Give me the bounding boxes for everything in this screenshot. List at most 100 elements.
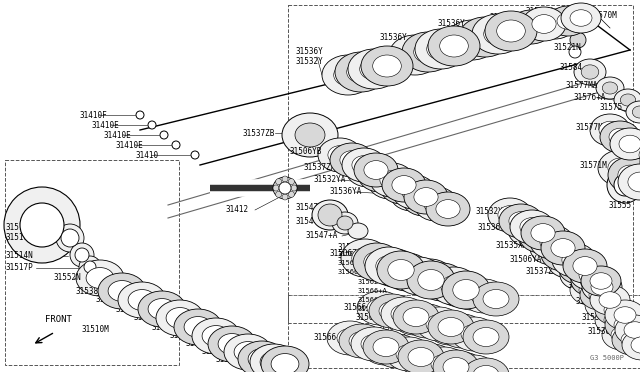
Ellipse shape [497, 20, 525, 42]
Ellipse shape [602, 320, 640, 350]
Text: 31562: 31562 [378, 316, 399, 322]
Text: 31562: 31562 [430, 285, 453, 295]
Ellipse shape [619, 135, 640, 153]
Ellipse shape [138, 291, 186, 327]
Ellipse shape [76, 260, 124, 296]
Ellipse shape [392, 175, 436, 209]
Ellipse shape [610, 128, 640, 160]
Ellipse shape [340, 151, 364, 169]
Text: 31554: 31554 [338, 243, 361, 251]
Ellipse shape [463, 320, 509, 354]
Ellipse shape [519, 17, 543, 36]
Ellipse shape [379, 301, 405, 321]
Ellipse shape [361, 334, 387, 353]
Ellipse shape [624, 322, 640, 338]
Ellipse shape [440, 35, 468, 57]
Ellipse shape [618, 165, 640, 185]
Ellipse shape [540, 232, 564, 251]
Ellipse shape [446, 20, 498, 60]
Text: FRONT: FRONT [45, 315, 72, 324]
Ellipse shape [621, 332, 640, 348]
Text: 31532N: 31532N [152, 323, 180, 331]
Ellipse shape [598, 150, 640, 186]
Ellipse shape [609, 128, 631, 146]
Text: 31506YB: 31506YB [290, 148, 323, 157]
Ellipse shape [510, 210, 554, 244]
Ellipse shape [279, 182, 291, 194]
Ellipse shape [417, 267, 444, 288]
Ellipse shape [357, 291, 403, 325]
Ellipse shape [459, 17, 511, 57]
Circle shape [614, 174, 636, 196]
Ellipse shape [590, 273, 612, 289]
Text: 31566+A: 31566+A [398, 353, 428, 359]
Text: 31532N: 31532N [186, 340, 214, 349]
Ellipse shape [136, 111, 144, 119]
Text: 31536Y: 31536Y [296, 48, 324, 57]
Ellipse shape [322, 55, 374, 95]
Text: 31535X: 31535X [490, 13, 518, 22]
Ellipse shape [407, 349, 433, 368]
Ellipse shape [604, 302, 626, 318]
Ellipse shape [531, 224, 555, 242]
Ellipse shape [351, 327, 397, 361]
Text: 31536YA: 31536YA [330, 187, 362, 196]
Circle shape [84, 261, 96, 273]
Text: 31410: 31410 [135, 151, 158, 160]
Ellipse shape [608, 158, 632, 178]
Ellipse shape [559, 254, 599, 284]
Ellipse shape [156, 300, 204, 336]
Text: 31537Z: 31537Z [525, 267, 553, 276]
Ellipse shape [396, 344, 422, 363]
Ellipse shape [118, 282, 166, 318]
Text: 31576+A: 31576+A [573, 93, 605, 103]
Text: 31566+A: 31566+A [370, 273, 403, 282]
Ellipse shape [570, 275, 610, 305]
Ellipse shape [509, 10, 553, 44]
Circle shape [70, 243, 94, 267]
Ellipse shape [282, 176, 288, 182]
Ellipse shape [354, 153, 398, 187]
Text: 31506Z: 31506Z [330, 250, 358, 259]
Ellipse shape [571, 266, 611, 296]
Text: 31514N: 31514N [5, 251, 33, 260]
Ellipse shape [520, 218, 544, 236]
Ellipse shape [615, 315, 640, 345]
Ellipse shape [403, 308, 429, 327]
Ellipse shape [427, 38, 455, 60]
Text: 31577M: 31577M [575, 124, 603, 132]
Ellipse shape [424, 195, 448, 214]
Ellipse shape [415, 29, 467, 69]
Ellipse shape [404, 180, 448, 214]
Ellipse shape [427, 349, 473, 372]
Ellipse shape [449, 321, 475, 340]
Text: 31535XA: 31535XA [495, 241, 527, 250]
Text: 31516P: 31516P [5, 234, 33, 243]
Text: 31506ZA: 31506ZA [450, 359, 480, 365]
Ellipse shape [521, 216, 565, 250]
Ellipse shape [363, 330, 409, 364]
Ellipse shape [260, 352, 288, 372]
Ellipse shape [273, 177, 297, 199]
Ellipse shape [276, 191, 282, 198]
Ellipse shape [458, 29, 486, 51]
Ellipse shape [356, 161, 380, 179]
Ellipse shape [208, 326, 256, 362]
Ellipse shape [570, 260, 610, 290]
Ellipse shape [348, 223, 368, 239]
Ellipse shape [416, 307, 462, 341]
Ellipse shape [579, 282, 601, 298]
Text: 31566: 31566 [338, 260, 359, 266]
Ellipse shape [389, 35, 441, 75]
Ellipse shape [374, 334, 420, 368]
Circle shape [4, 187, 80, 263]
Ellipse shape [618, 164, 640, 200]
Ellipse shape [392, 176, 416, 194]
Ellipse shape [339, 324, 385, 358]
Ellipse shape [629, 139, 640, 157]
Ellipse shape [581, 65, 599, 79]
Ellipse shape [589, 287, 611, 303]
Ellipse shape [569, 46, 581, 58]
Ellipse shape [532, 15, 556, 33]
Ellipse shape [461, 279, 507, 313]
